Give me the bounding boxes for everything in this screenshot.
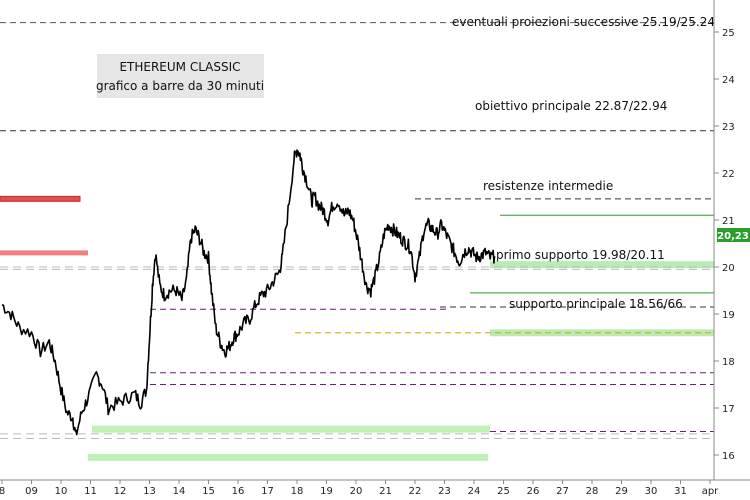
- x-tick-label: 25: [497, 486, 510, 497]
- chart-title-line-2: grafico a barre da 30 minuti: [96, 79, 264, 93]
- y-tick-label: 16: [722, 451, 735, 462]
- x-tick-label: 27: [556, 486, 569, 497]
- y-tick-label: 25: [722, 28, 735, 39]
- x-tick-label: 8: [0, 486, 5, 497]
- y-tick-label: 17: [722, 404, 735, 415]
- x-tick-label: 17: [261, 486, 274, 497]
- last-price-label: 20,23: [717, 231, 749, 242]
- x-tick-label: 23: [438, 486, 451, 497]
- x-tick-label: 21: [379, 486, 392, 497]
- annotation-projections: eventuali proiezioni successive 25.19/25…: [452, 15, 715, 29]
- x-tick-label: 13: [143, 486, 156, 497]
- x-tick-label: apr: [702, 486, 719, 497]
- y-tick-label: 22: [722, 169, 735, 180]
- level-band: [490, 261, 714, 269]
- annotation-first-support: primo supporto 19.98/20.11: [496, 248, 665, 262]
- x-tick-label: 30: [645, 486, 658, 497]
- annotation-intermediate-resistance: resistenze intermedie: [483, 179, 613, 193]
- series-layer: [1, 149, 496, 436]
- y-tick-label: 23: [722, 122, 735, 133]
- x-tick-label: 29: [615, 486, 628, 497]
- y-tick-label: 18: [722, 357, 735, 368]
- last-price-tag: [717, 228, 750, 242]
- chart-title-line-1: ETHEREUM CLASSIC: [119, 60, 240, 74]
- level-band: [88, 453, 488, 461]
- x-tick-label: 14: [173, 486, 186, 497]
- x-tick-label: 26: [527, 486, 540, 497]
- x-tick-label: 31: [674, 486, 687, 497]
- y-tick-label: 20: [722, 263, 735, 274]
- y-tick-label: 24: [722, 75, 735, 86]
- x-tick-label: 22: [409, 486, 422, 497]
- y-tick-label: 19: [722, 310, 735, 321]
- level-band: [92, 425, 490, 433]
- x-tick-label: 20: [350, 486, 363, 497]
- x-tick-label: 24: [468, 486, 481, 497]
- x-tick-label: 18: [291, 486, 304, 497]
- x-tick-label: 15: [202, 486, 215, 497]
- title-box: [97, 54, 264, 98]
- y-axis: 16 17 18 19 20 21 22 23 24 25: [714, 28, 735, 462]
- annotation-main-target: obiettivo principale 22.87/22.94: [475, 99, 667, 113]
- x-tick-label: 16: [232, 486, 245, 497]
- level-band: [490, 329, 714, 337]
- y-tick-label: 21: [722, 216, 735, 227]
- x-axis: 8 09 10 11 12 13 14 15 16 17 18 19 20 21 22 23 24 25 26 27 2…: [0, 480, 719, 497]
- levels-layer: [0, 22, 714, 461]
- level-band: [0, 250, 88, 256]
- x-tick-label: 11: [84, 486, 97, 497]
- price-series-line: [1, 149, 496, 436]
- annotation-main-support: supporto principale 18.56/66: [509, 297, 683, 311]
- x-tick-label: 10: [55, 486, 68, 497]
- level-band: [0, 195, 81, 202]
- x-tick-label: 12: [114, 486, 127, 497]
- x-tick-label: 09: [25, 486, 38, 497]
- x-tick-label: 28: [586, 486, 599, 497]
- x-tick-label: 19: [320, 486, 333, 497]
